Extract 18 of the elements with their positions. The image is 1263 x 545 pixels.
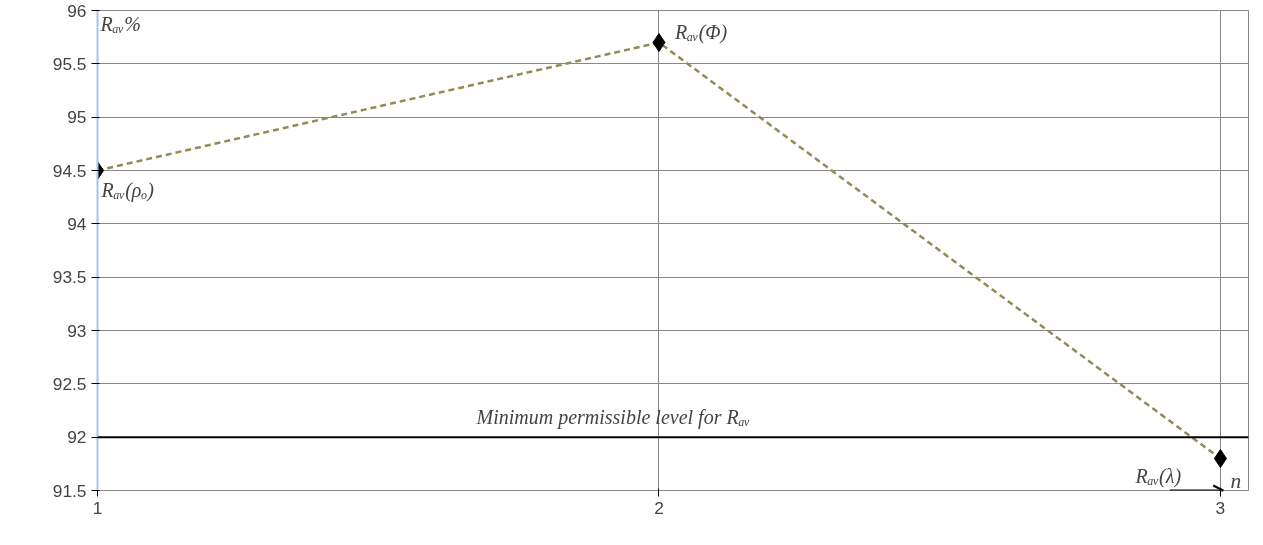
x-axis-title: n	[1230, 468, 1242, 493]
x-tick-label: 1	[92, 497, 103, 518]
y-tick-label: 95	[67, 107, 87, 128]
y-axis-title: Rₐᵥ%	[99, 12, 141, 35]
x-tick-label: 3	[1215, 497, 1226, 518]
y-tick-label: 94	[67, 213, 87, 234]
y-tick-label: 95.5	[52, 53, 87, 74]
annotation: Rₐᵥ(ρₒ)	[100, 178, 155, 202]
y-tick-label: 94.5	[52, 160, 87, 181]
annotation: Rₐᵥ(Φ)	[673, 20, 728, 44]
y-tick-label: 92.5	[52, 373, 87, 394]
annotation: Rₐᵥ(λ)	[1134, 464, 1182, 488]
x-tick-label: 2	[654, 497, 664, 518]
y-tick-label: 92	[67, 427, 87, 448]
y-tick-label: 96	[67, 0, 87, 21]
y-tick-label: 91.5	[52, 480, 87, 501]
y-tick-label: 93	[67, 320, 87, 341]
y-tick-label: 93.5	[52, 267, 87, 288]
